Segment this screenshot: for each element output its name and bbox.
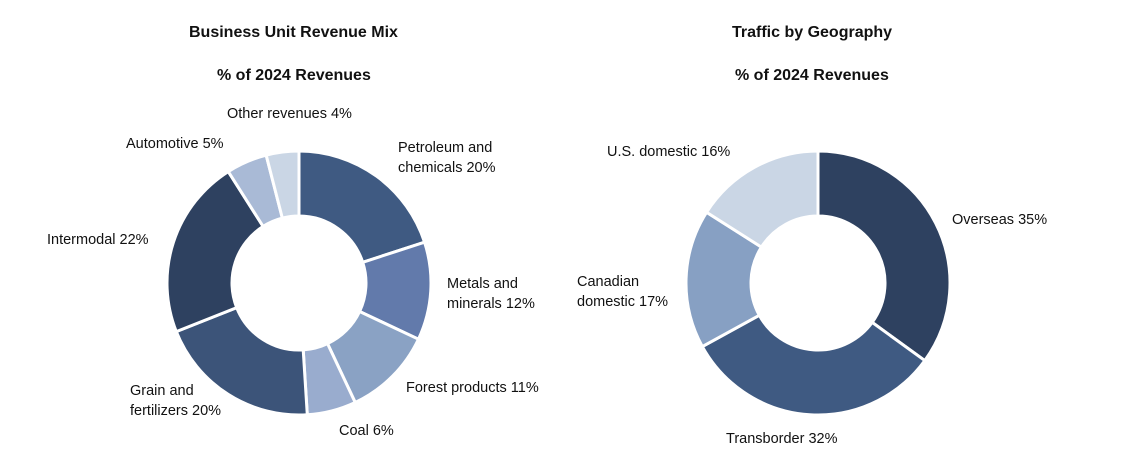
slice-label-intermodal: Intermodal 22% xyxy=(47,232,149,248)
slice-transborder xyxy=(700,313,927,417)
slice-label-canadian-domestic: Canadian domestic 17% xyxy=(577,274,669,310)
chart-subtitle: % of 2024 Revenues xyxy=(217,67,371,84)
donut-chart xyxy=(684,149,952,417)
slice-label-automotive: Automotive 5% xyxy=(126,136,224,152)
business-unit-revenue-chart: Business Unit Revenue Mix % of 2024 Reve… xyxy=(47,24,539,439)
slice-label-petroleum-and-chemicals: Petroleum and chemicals 20% xyxy=(398,140,496,176)
chart-subtitle: % of 2024 Revenues xyxy=(735,67,889,84)
slice-label-overseas: Overseas 35% xyxy=(952,212,1048,228)
chart-title: Business Unit Revenue Mix xyxy=(189,24,398,41)
chart-title: Traffic by Geography xyxy=(732,24,893,41)
slice-label-metals-and-minerals: Metals and minerals 12% xyxy=(447,276,535,312)
donut-chart xyxy=(165,149,433,417)
slice-overseas xyxy=(816,149,952,363)
traffic-by-geography-chart: Traffic by Geography % of 2024 Revenues … xyxy=(560,0,1148,474)
slice-u-s-domestic xyxy=(704,149,820,250)
slice-label-coal: Coal 6% xyxy=(339,423,394,439)
slice-label-grain-and-fertilizers: Grain and fertilizers 20% xyxy=(130,383,222,419)
slice-label-forest-products: Forest products 11% xyxy=(406,380,539,396)
slice-grain-and-fertilizers xyxy=(174,305,309,417)
slice-label-transborder: Transborder 32% xyxy=(726,431,838,447)
slice-label-us-domestic: U.S. domestic 16% xyxy=(607,144,731,160)
slice-other-revenues xyxy=(264,149,301,220)
slice-intermodal xyxy=(165,169,266,334)
slice-label-other-revenues: Other revenues 4% xyxy=(227,106,352,122)
slice-petroleum-and-chemicals xyxy=(297,149,427,265)
